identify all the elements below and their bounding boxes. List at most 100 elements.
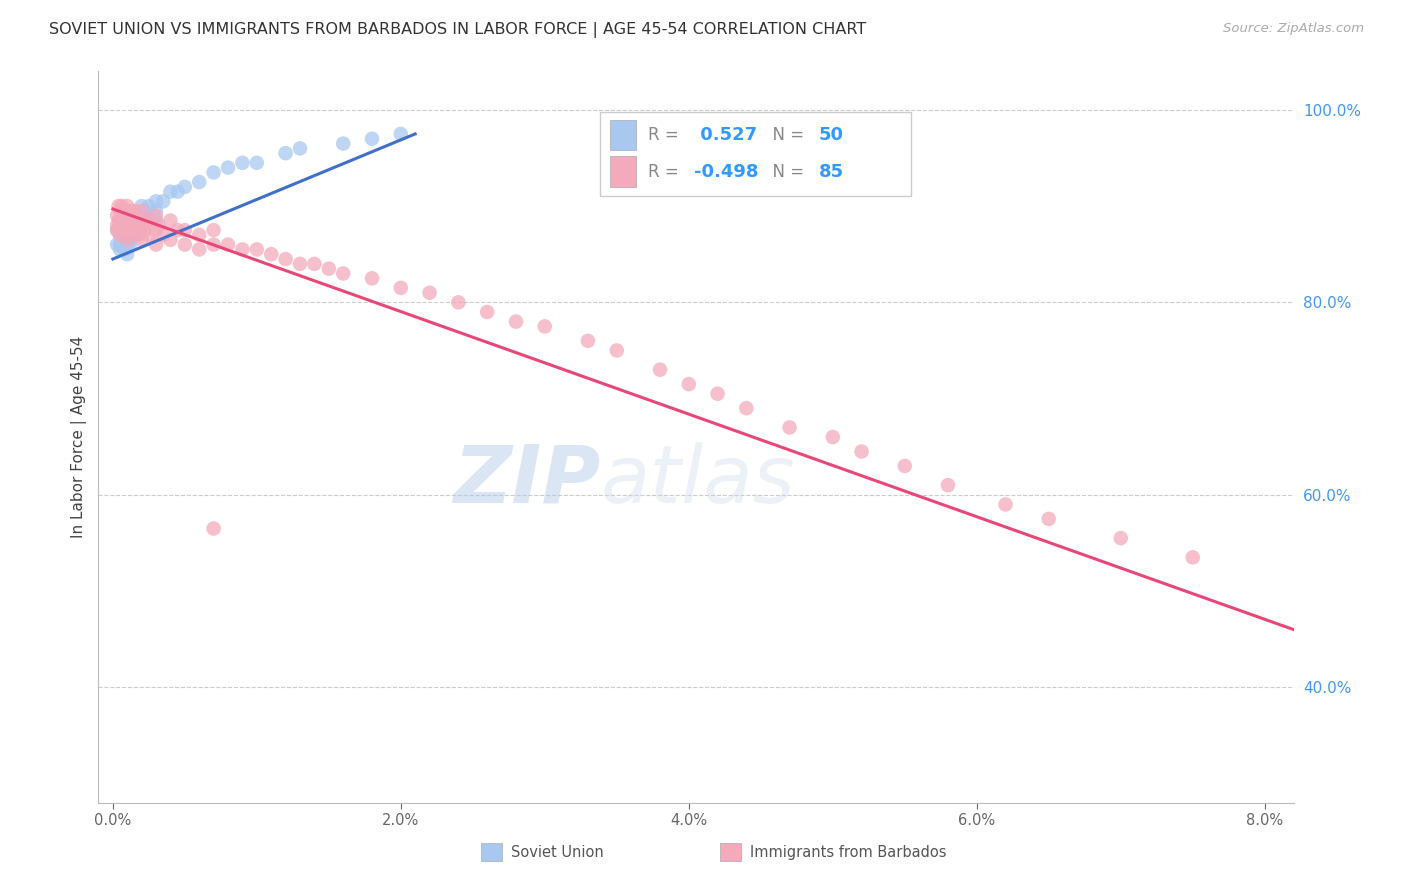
Point [134, 213, 156, 227]
Point [202, 237, 225, 252]
Point [128, 219, 150, 233]
Point [159, 185, 181, 199]
Point [124, 203, 146, 218]
Point [389, 281, 412, 295]
Point [138, 209, 160, 223]
Point [134, 213, 156, 227]
FancyBboxPatch shape [720, 843, 741, 862]
Point [202, 223, 225, 237]
Y-axis label: In Labor Force | Age 45-54: In Labor Force | Age 45-54 [72, 336, 87, 538]
Point [202, 165, 225, 179]
Point [115, 237, 138, 252]
Point [893, 458, 915, 473]
Text: Immigrants from Barbados: Immigrants from Barbados [749, 845, 946, 860]
Point [678, 377, 700, 392]
Point [115, 247, 138, 261]
Point [120, 237, 142, 252]
Point [128, 213, 150, 227]
Point [111, 223, 134, 237]
Point [128, 209, 150, 223]
Point [138, 227, 160, 242]
Point [361, 132, 384, 146]
Point [125, 219, 148, 233]
Point [505, 315, 527, 329]
Point [361, 271, 384, 285]
Point [114, 209, 136, 223]
Point [131, 199, 153, 213]
Point [124, 227, 146, 242]
Point [112, 243, 135, 257]
Point [115, 233, 138, 247]
Text: atlas: atlas [600, 442, 796, 520]
Point [936, 478, 959, 492]
Point [332, 267, 354, 281]
Point [122, 223, 145, 237]
Text: 85: 85 [820, 162, 844, 180]
Point [779, 420, 801, 434]
FancyBboxPatch shape [481, 843, 502, 862]
FancyBboxPatch shape [600, 112, 911, 195]
Point [125, 227, 148, 242]
Point [477, 305, 499, 319]
Point [108, 213, 131, 227]
Point [159, 213, 181, 227]
Text: Source: ZipAtlas.com: Source: ZipAtlas.com [1223, 22, 1364, 36]
Point [128, 227, 150, 242]
Point [851, 444, 873, 458]
Point [217, 161, 239, 175]
Point [288, 141, 311, 155]
Point [120, 223, 142, 237]
Point [114, 223, 136, 237]
Point [145, 213, 167, 227]
Point [115, 209, 138, 223]
Text: R =: R = [648, 162, 685, 180]
Point [202, 521, 225, 535]
Point [173, 237, 195, 252]
Point [419, 285, 441, 300]
Point [108, 243, 131, 257]
Point [112, 219, 135, 233]
Point [110, 219, 132, 233]
Point [120, 203, 142, 218]
Point [124, 219, 146, 233]
Point [115, 213, 138, 227]
Point [108, 237, 131, 252]
Point [274, 252, 297, 266]
Point [131, 219, 153, 233]
Point [115, 213, 138, 227]
Point [533, 319, 555, 334]
Point [112, 227, 135, 242]
Point [246, 155, 269, 169]
Point [1038, 512, 1060, 526]
Point [606, 343, 628, 358]
Point [648, 362, 671, 376]
Point [994, 498, 1017, 512]
Point [304, 257, 326, 271]
Point [274, 146, 297, 161]
Point [332, 136, 354, 151]
Point [231, 155, 253, 169]
Point [115, 223, 138, 237]
Point [217, 237, 239, 252]
Point [134, 203, 156, 218]
Point [159, 233, 181, 247]
Point [125, 209, 148, 223]
Point [152, 194, 174, 209]
Point [1008, 805, 1031, 820]
Point [145, 209, 167, 223]
Point [318, 261, 340, 276]
Point [124, 209, 146, 223]
Point [110, 199, 132, 213]
Point [131, 219, 153, 233]
FancyBboxPatch shape [610, 120, 637, 151]
Point [122, 209, 145, 223]
Point [131, 209, 153, 223]
Point [1181, 550, 1204, 565]
Point [246, 243, 269, 257]
Point [173, 179, 195, 194]
Point [138, 199, 160, 213]
Point [107, 213, 129, 227]
Point [111, 219, 134, 233]
Text: 50: 50 [820, 126, 844, 144]
Point [188, 175, 211, 189]
